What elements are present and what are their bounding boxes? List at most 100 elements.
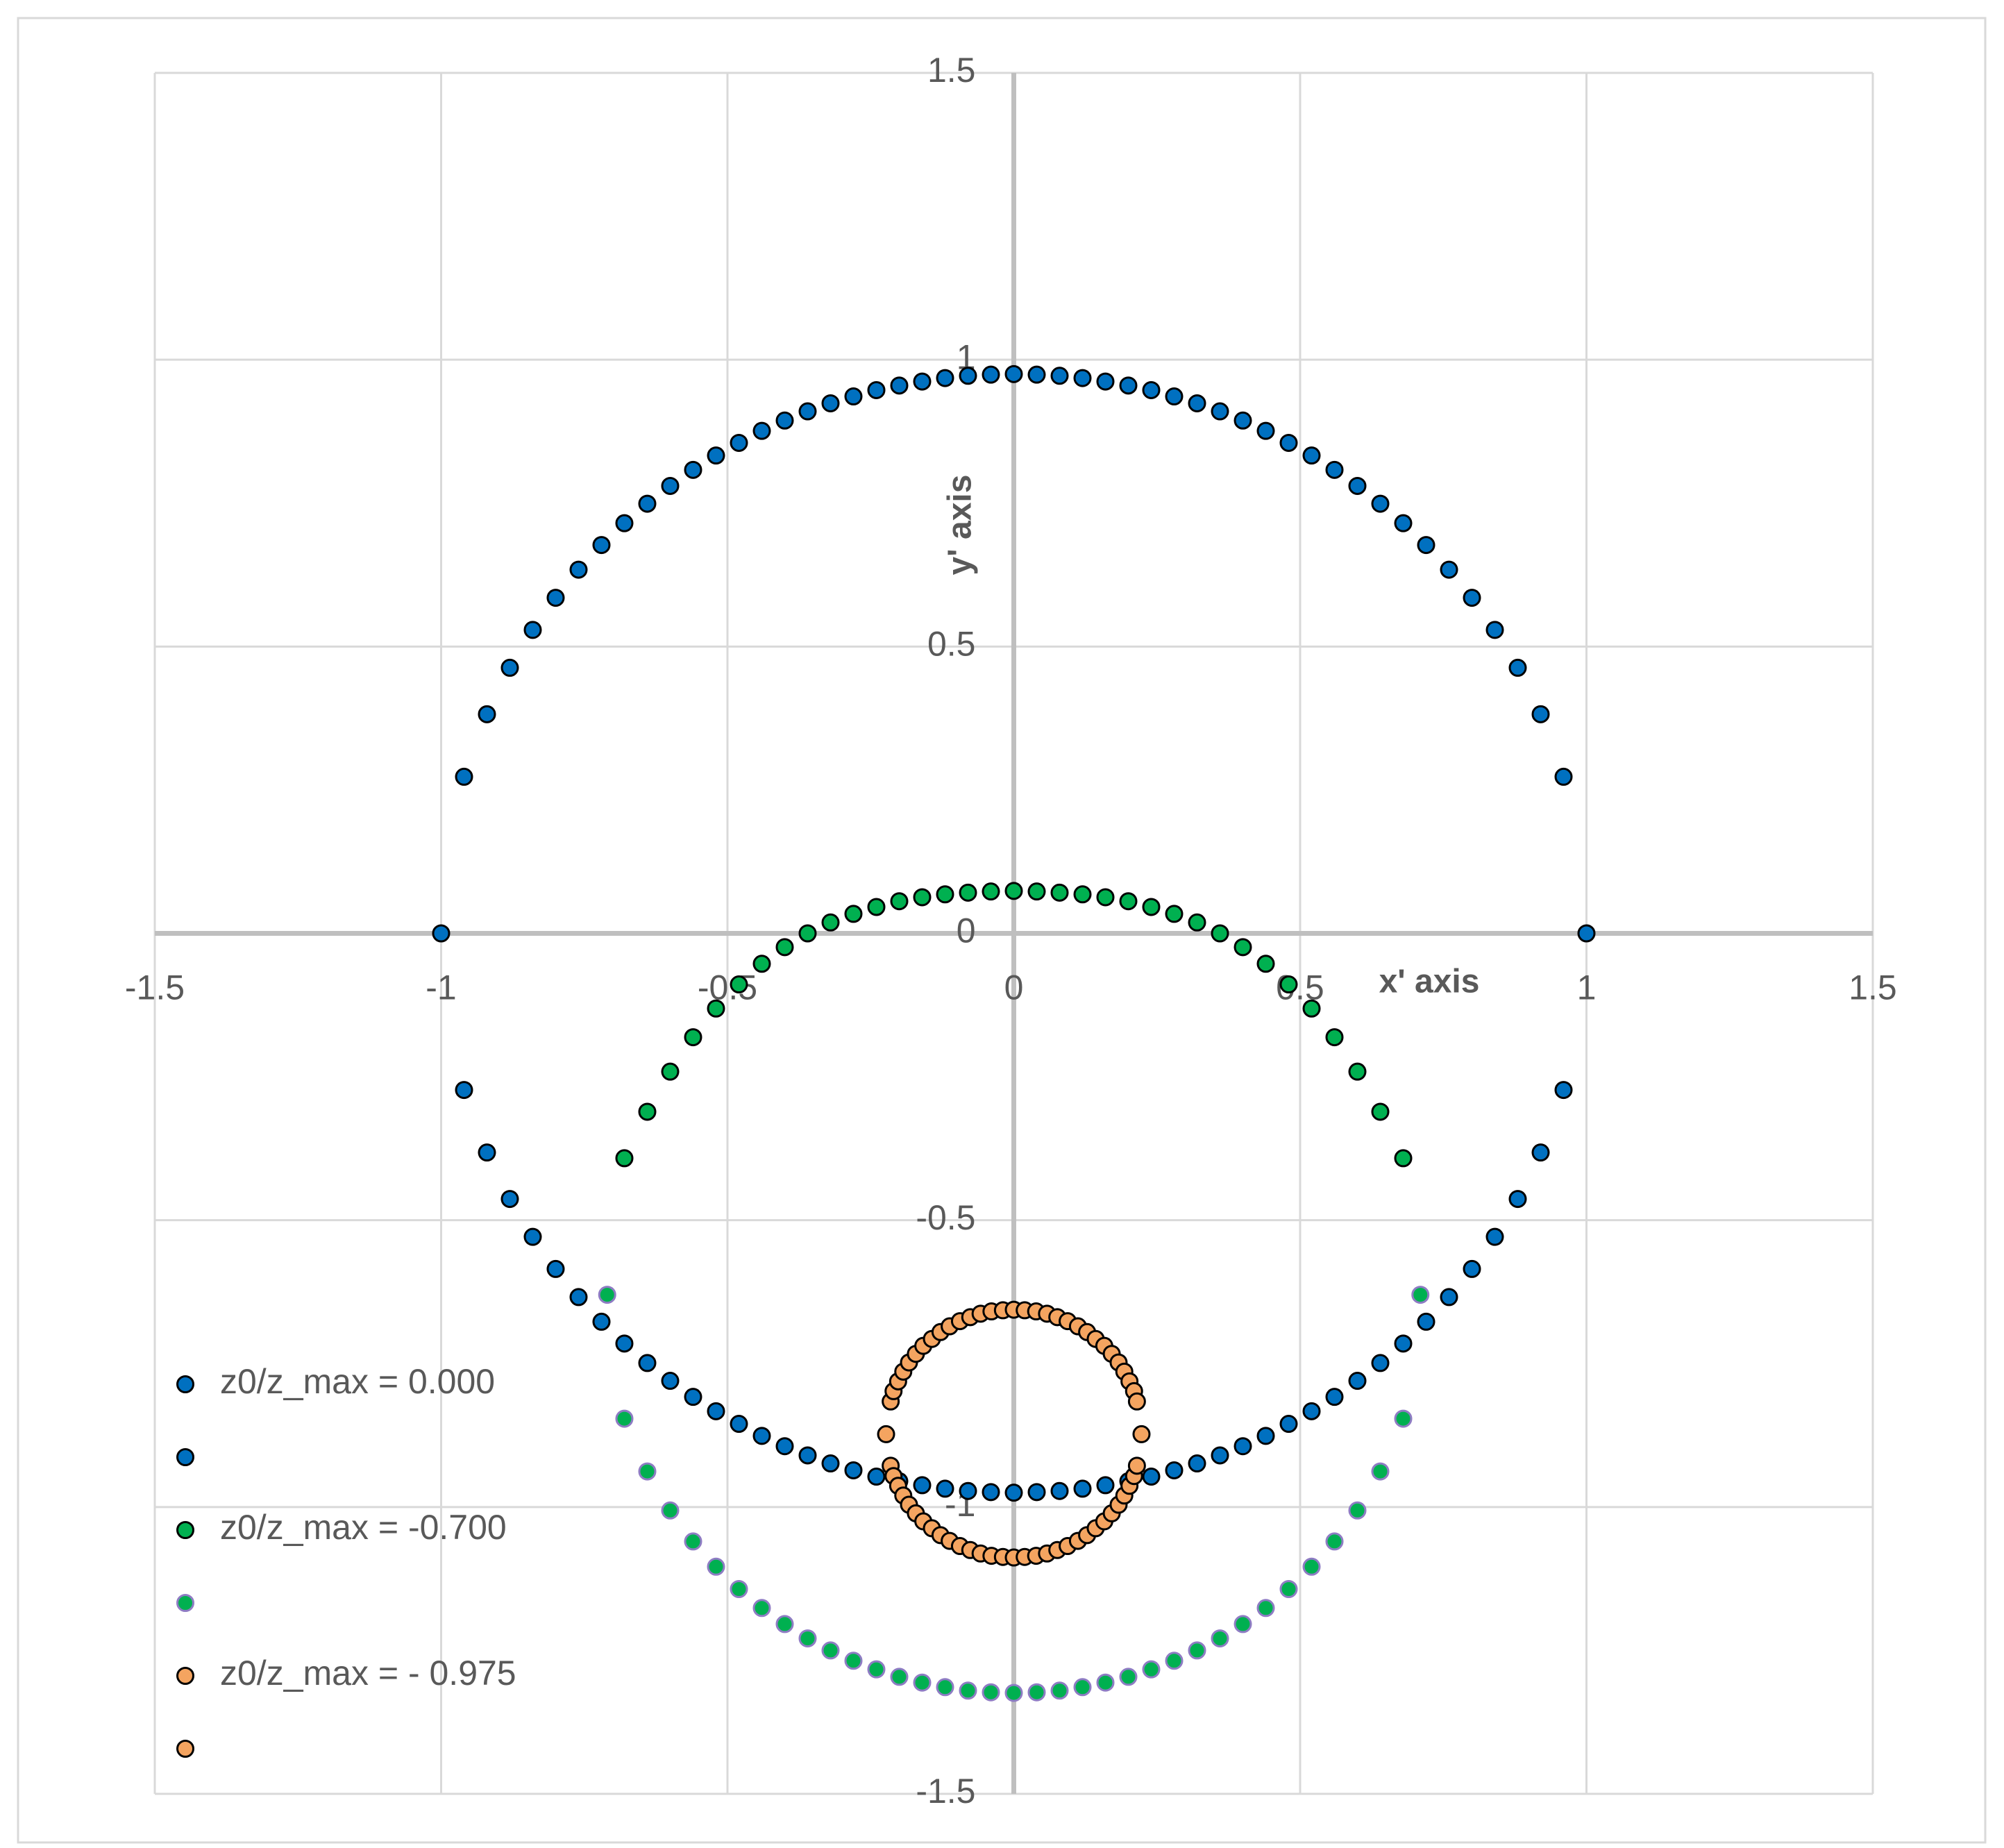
point — [1417, 1312, 1435, 1331]
point — [959, 367, 977, 385]
point — [1577, 924, 1596, 943]
point — [844, 387, 863, 406]
point — [500, 658, 519, 677]
point — [1279, 1579, 1298, 1598]
point — [1142, 380, 1161, 399]
point — [913, 888, 932, 907]
point — [1165, 905, 1184, 923]
point — [752, 1599, 771, 1618]
x-tick-label: -0.5 — [698, 968, 757, 1007]
point — [661, 1501, 680, 1520]
point — [1119, 1668, 1138, 1686]
x-axis-title: x' axis — [1379, 964, 1480, 1000]
point — [1394, 1409, 1413, 1428]
point — [821, 1641, 840, 1660]
legend-label: z0/z_max = - 0.975 — [220, 1654, 516, 1692]
point — [752, 421, 771, 440]
point — [432, 924, 451, 943]
point — [707, 446, 725, 465]
point — [1211, 402, 1229, 421]
point — [1073, 369, 1092, 387]
point — [1211, 1629, 1229, 1648]
point — [1073, 1479, 1092, 1498]
point — [1096, 888, 1115, 907]
series-5 — [882, 1456, 1146, 1567]
y-tick-label: 1.5 — [927, 51, 976, 90]
series-0 — [432, 364, 1596, 943]
x-tick-label: 1 — [1577, 968, 1597, 1007]
point — [1096, 1476, 1115, 1495]
y-tick-label: 0 — [957, 912, 976, 950]
point — [1165, 1652, 1184, 1670]
point — [1256, 1599, 1275, 1618]
point — [890, 892, 909, 911]
point — [615, 1334, 634, 1353]
point — [1096, 372, 1115, 391]
point — [775, 938, 794, 957]
point — [982, 882, 1000, 901]
point — [1394, 1149, 1413, 1168]
point — [1096, 1673, 1115, 1692]
x-tick-label: 1.5 — [1849, 968, 1897, 1007]
point — [1394, 1334, 1413, 1353]
point — [1211, 1446, 1229, 1465]
x-tick-label: 0 — [1004, 968, 1024, 1007]
point — [844, 1461, 863, 1479]
point — [1142, 1468, 1161, 1486]
point — [936, 885, 954, 904]
point — [1371, 494, 1390, 513]
point — [1119, 892, 1138, 911]
point — [1554, 1081, 1573, 1100]
point — [1127, 1392, 1146, 1411]
point — [1279, 975, 1298, 994]
point — [1004, 1484, 1023, 1502]
point — [1211, 924, 1229, 943]
legend-marker — [176, 1740, 194, 1758]
point — [730, 1579, 748, 1598]
point — [1233, 1437, 1252, 1456]
point — [546, 589, 565, 607]
point — [1027, 1683, 1046, 1702]
point — [615, 1409, 634, 1428]
y-tick-label: -0.5 — [916, 1198, 975, 1237]
point — [661, 1062, 680, 1081]
point — [1371, 1462, 1390, 1481]
point — [1004, 364, 1023, 383]
y-tick-label: 0.5 — [927, 625, 976, 664]
legend-marker — [176, 1448, 194, 1466]
point — [1394, 514, 1413, 532]
point — [1027, 1483, 1046, 1502]
point — [936, 1678, 954, 1697]
point — [684, 1532, 702, 1551]
point — [1132, 1425, 1151, 1443]
point — [638, 1462, 657, 1481]
legend-marker — [176, 1375, 194, 1393]
point — [615, 514, 634, 532]
point — [959, 1681, 977, 1700]
point — [1325, 1388, 1344, 1406]
point — [1050, 1681, 1069, 1700]
point — [913, 372, 932, 391]
point — [661, 1372, 680, 1391]
point — [913, 1673, 932, 1692]
legend-label: z0/z_max = 0.000 — [220, 1362, 495, 1401]
point — [798, 1629, 817, 1648]
x-tick-label: -1 — [426, 968, 456, 1007]
point — [638, 1102, 657, 1121]
point — [867, 898, 886, 916]
point — [1004, 882, 1023, 900]
point — [592, 536, 611, 555]
point — [455, 767, 473, 786]
point — [638, 1354, 657, 1372]
point — [478, 1143, 496, 1162]
point — [1279, 433, 1298, 452]
point — [821, 913, 840, 932]
point — [752, 1427, 771, 1445]
point — [752, 955, 771, 973]
point — [1325, 1532, 1344, 1551]
point — [500, 1190, 519, 1209]
point — [1050, 367, 1069, 385]
point — [936, 369, 954, 387]
point — [1050, 883, 1069, 902]
